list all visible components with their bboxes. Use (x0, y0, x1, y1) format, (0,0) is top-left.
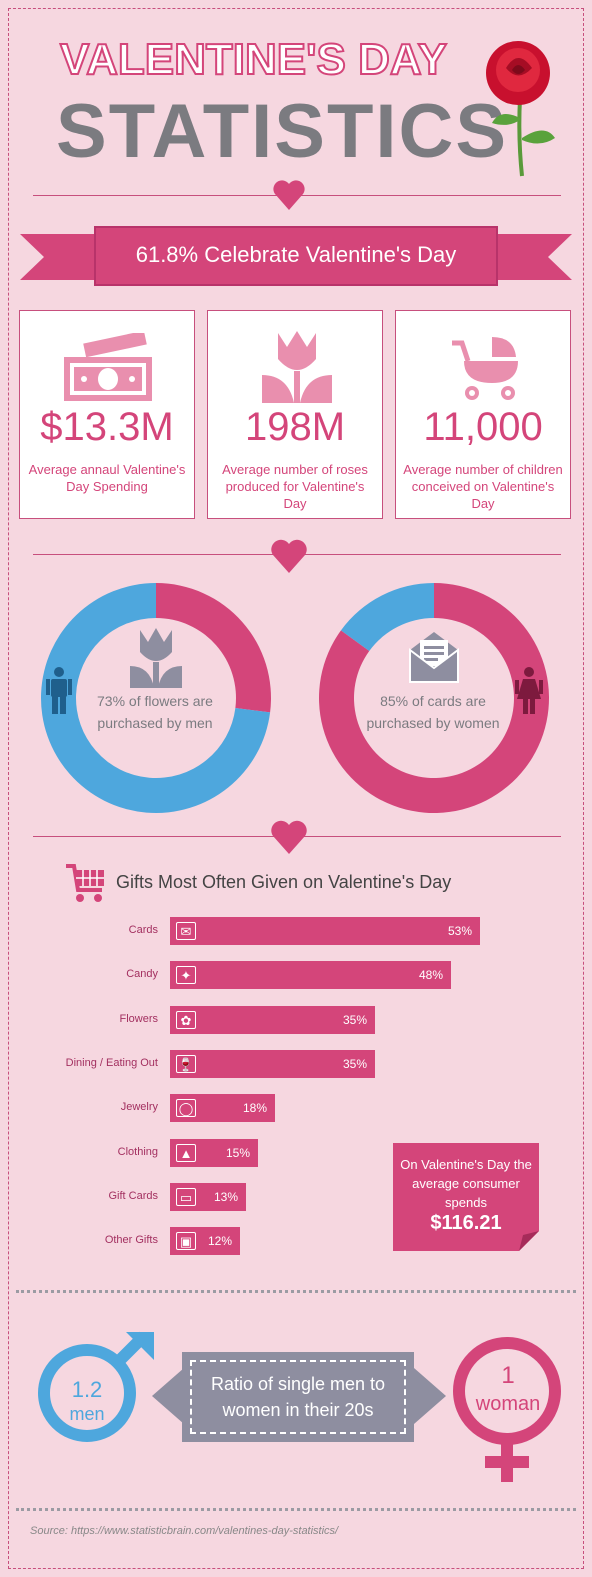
gift-value: 15% (225, 1146, 250, 1160)
stat-card-children: 11,000 Average number of children concei… (395, 310, 571, 519)
donut-center (364, 628, 504, 768)
donut-flowers-text: 73% of flowers are purchased by men (97, 693, 213, 731)
women-ratio: 1 woman (466, 1362, 550, 1418)
gift-bar: ✉ 53% (170, 917, 480, 945)
gift-bar: ▲ 15% (170, 1139, 258, 1167)
donut-center (86, 628, 226, 768)
woman-icon (515, 667, 543, 714)
tulip-icon (262, 331, 332, 403)
donut-slice-men (340, 583, 434, 651)
card-icon: ✉ (176, 922, 196, 940)
spend-note-amount: $116.21 (430, 1212, 502, 1234)
women-ratio-label: woman (475, 1393, 541, 1415)
dotted-separator (16, 1508, 576, 1511)
candy-icon: ✦ (176, 966, 196, 984)
donut-cards (319, 583, 549, 813)
infographic-frame (8, 8, 584, 1569)
gift-icon: ▣ (176, 1232, 196, 1250)
banner-ribbon (20, 226, 572, 286)
stat-desc: Average number of children conceived on … (403, 462, 563, 511)
title-line2: STATISTICS (56, 89, 509, 174)
gift-bar: ▣ 12% (170, 1227, 240, 1255)
stat-value: 198M (244, 405, 346, 449)
giftcard-icon: ▭ (176, 1188, 196, 1206)
men-ratio: 1.2 men (47, 1378, 127, 1426)
male-symbol-icon (38, 1331, 154, 1442)
gift-value: 18% (242, 1101, 267, 1115)
gift-value: 35% (342, 1057, 367, 1071)
gift-bar: ✦ 48% (170, 961, 451, 989)
spend-note-text: On Valentine's Day the average consumer … (400, 1157, 532, 1210)
gift-bar: ✿ 35% (170, 1006, 375, 1034)
spend-note: On Valentine's Day the average consumer … (393, 1143, 539, 1251)
gift-value: 13% (213, 1190, 238, 1204)
arrow-left-icon (152, 1368, 184, 1424)
gift-value: 12% (207, 1234, 232, 1248)
gift-bar: 🍷 35% (170, 1050, 375, 1078)
gift-label: Clothing (117, 1146, 158, 1158)
stat-value: $13.3M (40, 405, 174, 449)
cart-icon (66, 864, 104, 902)
men-ratio-value: 1.2 (71, 1377, 103, 1402)
donut-cards-text: 85% of cards are purchased by women (366, 693, 500, 731)
gift-label: Cards (128, 924, 158, 936)
men-ratio-label: men (69, 1404, 105, 1424)
stat-desc: Average annaul Valentine's Day Spending (28, 462, 186, 494)
title-line1: VALENTINE'S DAY (59, 34, 448, 85)
ratio-box: Ratio of single men to women in their 20… (182, 1352, 414, 1442)
gift-label: Candy (126, 968, 158, 980)
source-text: Source: https://www.statisticbrain.com/v… (30, 1525, 339, 1537)
money-icon (64, 333, 152, 401)
gift-label: Dining / Eating Out (65, 1057, 158, 1069)
donut-flowers (41, 583, 271, 813)
rose-icon (486, 41, 555, 177)
women-ratio-value: 1 (501, 1362, 515, 1389)
flower-icon: ✿ (176, 1011, 196, 1029)
gifts-chart-title: Gifts Most Often Given on Valentine's Da… (116, 872, 452, 892)
stat-card-roses: 198M Average number of roses produced fo… (207, 310, 383, 519)
heart-icon (273, 180, 305, 210)
banner-text: 61.8% Celebrate Valentine's Day (135, 242, 457, 267)
gift-label: Flowers (119, 1013, 158, 1025)
stat-desc: Average number of roses produced for Val… (222, 462, 368, 511)
gift-label: Other Gifts (104, 1234, 158, 1246)
gift-value: 53% (447, 924, 472, 938)
stat-value: 11,000 (423, 405, 543, 449)
man-icon (46, 667, 72, 714)
gift-value: 35% (342, 1013, 367, 1027)
gift-label: Jewelry (120, 1101, 158, 1113)
envelope-icon (409, 632, 459, 683)
arrow-right-icon (414, 1368, 446, 1424)
wine-icon: 🍷 (176, 1055, 196, 1073)
gift-bar: ▭ 13% (170, 1183, 246, 1211)
dress-icon: ▲ (176, 1144, 196, 1162)
stroller-icon (452, 337, 518, 400)
note-curl (519, 1231, 539, 1251)
female-symbol-icon (453, 1337, 561, 1482)
flower-icon (130, 628, 182, 688)
heart-icon (271, 539, 307, 573)
ratio-text: Ratio of single men to women in their 20… (190, 1360, 406, 1434)
donut-slice-women (156, 583, 271, 713)
gift-label: Gift Cards (108, 1190, 158, 1202)
dotted-separator (16, 1290, 576, 1293)
donut-slice-women (319, 583, 549, 813)
gift-bar: ◯ 18% (170, 1094, 275, 1122)
stat-card-spending: $13.3M Average annaul Valentine's Day Sp… (19, 310, 195, 519)
ring-icon: ◯ (176, 1099, 196, 1117)
heart-icon (271, 820, 307, 854)
donut-slice-men (41, 583, 271, 813)
gift-value: 48% (418, 968, 443, 982)
